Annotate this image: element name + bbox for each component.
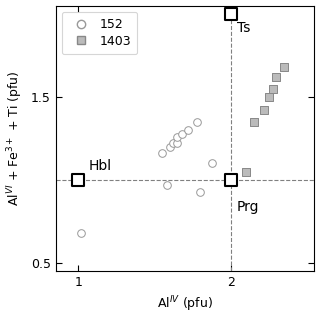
Point	[271, 86, 276, 91]
Point	[251, 119, 256, 124]
Point	[274, 75, 279, 80]
Point	[266, 94, 271, 100]
Point	[175, 141, 180, 146]
Text: Hbl: Hbl	[89, 159, 112, 173]
Point	[195, 119, 200, 124]
Text: Ts: Ts	[237, 20, 250, 35]
Point	[170, 141, 175, 146]
X-axis label: Al$^{IV}$ (pfu): Al$^{IV}$ (pfu)	[157, 295, 213, 315]
Point	[175, 134, 180, 140]
Point	[79, 231, 84, 236]
Point	[76, 178, 81, 183]
Legend: 152, 1403: 152, 1403	[62, 12, 137, 54]
Point	[180, 131, 185, 136]
Point	[262, 108, 267, 113]
Point	[164, 182, 169, 188]
Point	[167, 144, 172, 149]
Point	[210, 161, 215, 166]
Point	[160, 151, 165, 156]
Point	[243, 169, 248, 174]
Point	[228, 178, 233, 183]
Y-axis label: Al$^{VI}$ + Fe$^{3+}$ + Ti (pfu): Al$^{VI}$ + Fe$^{3+}$ + Ti (pfu)	[5, 71, 25, 206]
Point	[198, 189, 203, 194]
Point	[281, 64, 286, 69]
Point	[228, 11, 233, 16]
Text: Prg: Prg	[237, 200, 259, 214]
Point	[186, 128, 191, 133]
